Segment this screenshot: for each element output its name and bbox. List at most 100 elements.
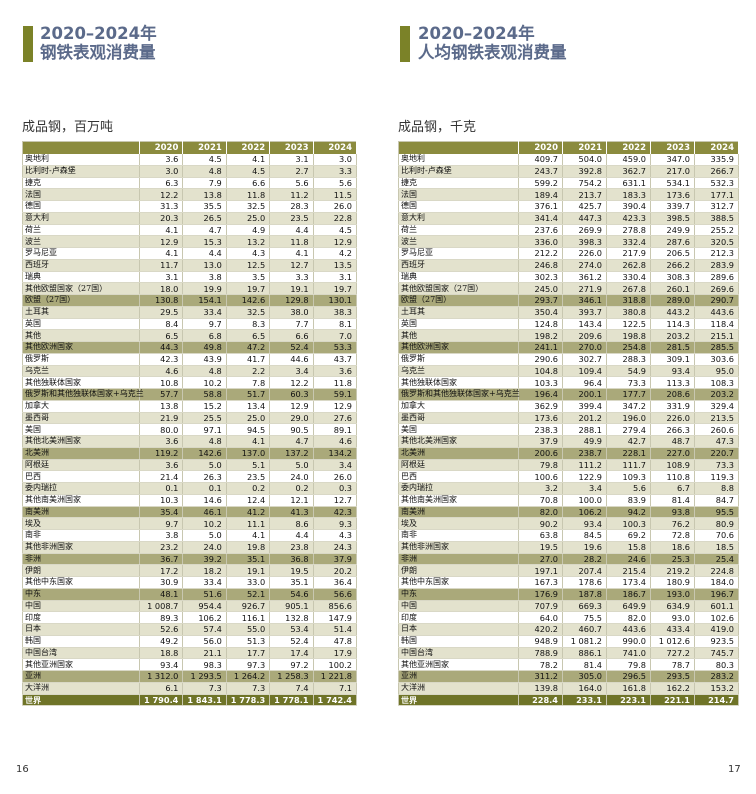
cell-2022: 19.8: [226, 541, 271, 554]
table-row: 美国 238.3 288.1 279.4 266.3 260.6: [398, 423, 739, 436]
row-label: 大洋洲: [398, 682, 519, 695]
cell-2021: 49.8: [182, 341, 227, 354]
cell-2024: 856.6: [313, 600, 358, 613]
cell-2022: 223.1: [606, 694, 651, 707]
cell-2022: 41.7: [226, 353, 271, 366]
cell-2023: 219.2: [650, 564, 695, 577]
cell-2023: 54.6: [269, 588, 314, 601]
cell-2021: 504.0: [562, 154, 607, 166]
cell-2020: 63.8: [518, 529, 563, 542]
table-row: 瑞典 3.1 3.8 3.5 3.3 3.1: [22, 271, 358, 284]
row-label: 印度: [398, 611, 519, 624]
title-line-1: 2020–2024年: [40, 24, 157, 43]
cell-2023: 11.2: [269, 188, 314, 201]
cell-2022: 267.8: [606, 282, 651, 295]
cell-2023: 4.7: [269, 435, 314, 448]
cell-2020: 420.2: [518, 623, 563, 636]
row-label: 波兰: [22, 235, 140, 248]
cell-2022: 109.3: [606, 470, 651, 483]
cell-2020: 79.8: [518, 459, 563, 472]
row-label: 巴西: [22, 470, 140, 483]
cell-2024: 320.5: [694, 235, 739, 248]
row-label: 韩国: [22, 635, 140, 648]
cell-2023: 114.3: [650, 318, 695, 331]
cell-2020: 3.6: [139, 435, 184, 448]
row-label: 意大利: [22, 212, 140, 225]
cell-2023: 398.5: [650, 212, 695, 225]
cell-2021: 25.5: [182, 412, 227, 425]
row-label: 非洲: [22, 553, 140, 566]
row-label: 法国: [22, 188, 140, 201]
cell-2020: 139.8: [518, 682, 563, 695]
cell-2024: 303.6: [694, 353, 739, 366]
cell-2022: 198.8: [606, 329, 651, 342]
cell-2020: 311.2: [518, 670, 563, 683]
subtotal-row: 俄罗斯和其他独联体国家+乌克兰 57.7 58.8 51.7 60.3 59.1: [22, 388, 358, 401]
cell-2021: 187.8: [562, 588, 607, 601]
cell-2021: 886.1: [562, 647, 607, 660]
table-row: 比利时-卢森堡 243.7 392.8 362.7 217.0 266.7: [398, 165, 739, 178]
cell-2020: 29.5: [139, 306, 184, 319]
row-label: 其他中东国家: [398, 576, 519, 589]
cell-2023: 6.7: [650, 482, 695, 495]
table-row: 罗马尼亚 212.2 226.0 217.9 206.5 212.3: [398, 247, 739, 260]
row-label: 俄罗斯: [22, 353, 140, 366]
cell-2021: 288.1: [562, 423, 607, 436]
cell-2022: 254.8: [606, 341, 651, 354]
cell-2021: 207.4: [562, 564, 607, 577]
cell-2023: 260.1: [650, 282, 695, 295]
cell-2020: 23.2: [139, 541, 184, 554]
cell-2021: 57.4: [182, 623, 227, 636]
cell-2022: 5.1: [226, 459, 271, 472]
cell-2021: 154.1: [182, 294, 227, 307]
cell-2022: 4.1: [226, 529, 271, 542]
row-label: 非洲: [398, 553, 519, 566]
table-row: 其他独联体国家 103.3 96.4 73.3 113.3 108.3: [398, 376, 739, 389]
cell-2020: 6.5: [139, 329, 184, 342]
cell-2024: 269.6: [694, 282, 739, 295]
cell-2023: 12.7: [269, 259, 314, 272]
cell-2022: 11.8: [226, 188, 271, 201]
cell-2021: 24.0: [182, 541, 227, 554]
row-label: 中东: [398, 588, 519, 601]
cell-2021: 6.8: [182, 329, 227, 342]
page-title-left: 2020–2024年 钢铁表观消费量: [40, 24, 157, 62]
table-row: 土耳其 350.4 393.7 380.8 443.2 443.6: [398, 306, 739, 319]
cell-2020: 42.3: [139, 353, 184, 366]
subtotal-row: 欧盟（27国） 130.8 154.1 142.6 129.8 130.1: [22, 294, 358, 307]
cell-2021: 15.2: [182, 400, 227, 413]
table-row: 阿根廷 79.8 111.2 111.7 108.9 73.3: [398, 459, 739, 472]
cell-2023: 12.1: [269, 494, 314, 507]
table-row: 其他南美洲国家 10.3 14.6 12.4 12.1 12.7: [22, 494, 358, 507]
table-row: 其他南美洲国家 70.8 100.0 83.9 81.4 84.7: [398, 494, 739, 507]
cell-2024: 212.3: [694, 247, 739, 260]
cell-2024: 266.7: [694, 165, 739, 178]
cell-2022: 196.0: [606, 412, 651, 425]
cell-2021: 1 843.1: [182, 694, 227, 707]
subtotal-row: 欧盟（27国） 293.7 346.1 318.8 289.0 290.7: [398, 294, 739, 307]
cell-2023: 3.4: [269, 365, 314, 378]
table-row: 巴西 100.6 122.9 109.3 110.8 119.3: [398, 470, 739, 483]
row-label: 大洋洲: [22, 682, 140, 695]
cell-2024: 4.3: [313, 529, 358, 542]
cell-2023: 19.5: [269, 564, 314, 577]
table-row: 加拿大 13.8 15.2 13.4 12.9 12.9: [22, 400, 358, 413]
table-row: 韩国 948.9 1 081.2 990.0 1 012.6 923.5: [398, 635, 739, 648]
row-label: 英国: [22, 318, 140, 331]
cell-2022: 19.7: [226, 282, 271, 295]
cell-2021: 392.8: [562, 165, 607, 178]
table-row: 罗马尼亚 4.1 4.4 4.3 4.1 4.2: [22, 247, 358, 260]
cell-2021: 106.2: [562, 506, 607, 519]
cell-2024: 20.2: [313, 564, 358, 577]
cell-2021: 954.4: [182, 600, 227, 613]
cell-2021: 5.0: [182, 529, 227, 542]
table-row: 其他北美洲国家 3.6 4.8 4.1 4.7 4.6: [22, 435, 358, 448]
cell-2024: 37.9: [313, 553, 358, 566]
table-row: 中国台湾 788.9 886.1 741.0 727.2 745.7: [398, 647, 739, 660]
cell-2022: 33.0: [226, 576, 271, 589]
cell-2022: 111.7: [606, 459, 651, 472]
cell-2020: 104.8: [518, 365, 563, 378]
table-row: 其他亚洲国家 78.2 81.4 79.8 78.7 80.3: [398, 658, 739, 671]
cell-2023: 206.5: [650, 247, 695, 260]
cell-2020: 243.7: [518, 165, 563, 178]
